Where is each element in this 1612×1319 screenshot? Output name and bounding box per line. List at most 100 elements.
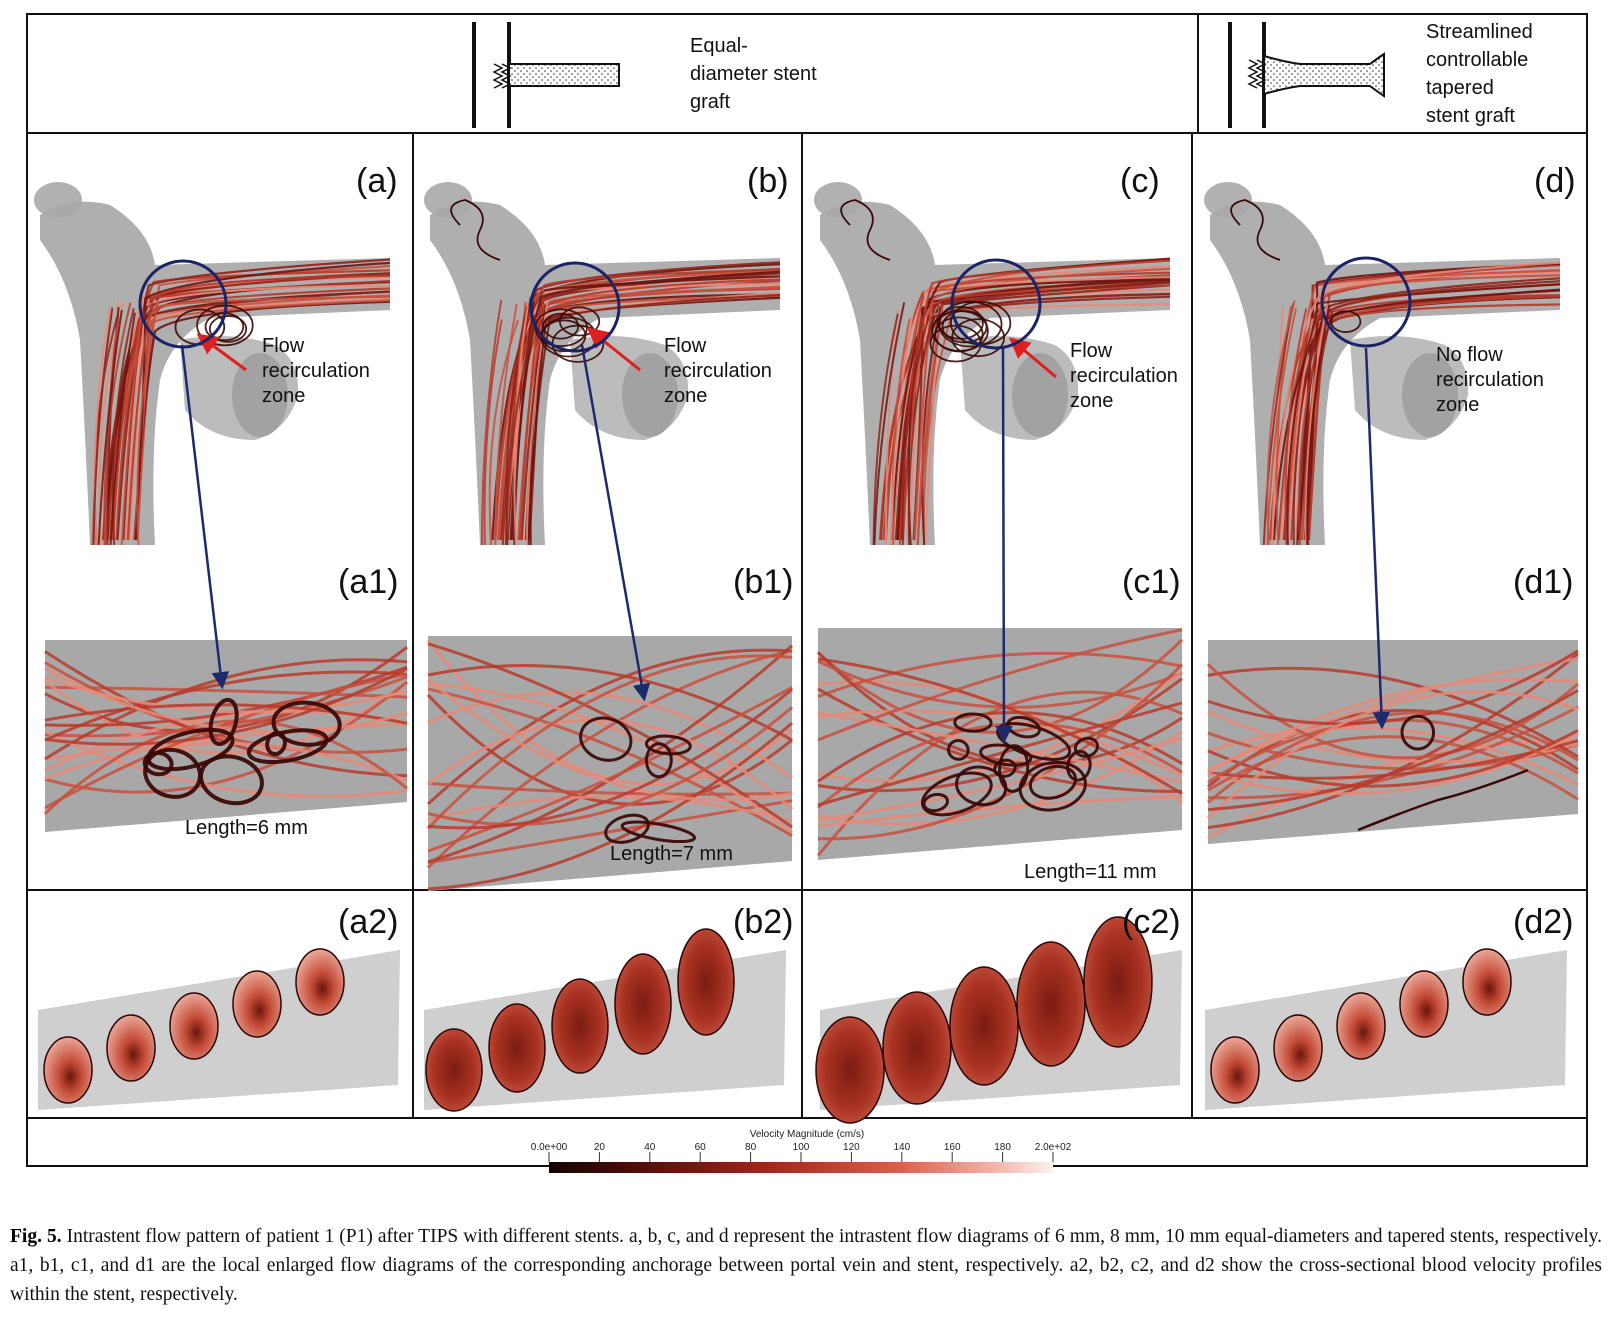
velocity-cross-section [1210,1036,1260,1104]
panel-label-d: (d) [1534,162,1576,200]
streamline [872,313,899,546]
streamline [889,316,914,546]
panel-label-b1: (b1) [733,563,793,601]
velocity-cross-section [614,953,672,1055]
caption-label: Fig. 5. [10,1226,62,1247]
panel-labels: (a) (b) (c) (d) (a1) (b1) (c1) (d1) (a2)… [338,162,1576,941]
streamline [427,686,793,853]
recirculation-streamline [620,820,697,844]
velocity-colorbar: Velocity Magnitude (cm/s) 0.0e+00 20 40 60 8… [531,1129,1072,1173]
streamline [44,661,408,754]
streamline [1207,725,1579,787]
streamline [1266,307,1297,546]
zoom-panel [43,640,408,832]
recirculation-streamline [604,813,650,844]
panel-label-a2: (a2) [338,903,398,941]
streamline [882,265,1171,541]
portal-branch-end [1012,353,1068,437]
panel-label-b: (b) [747,162,789,200]
colorbar-tick-label: 80 [745,1142,757,1153]
streamline [1286,314,1318,546]
panel-label-d2: (d2) [1513,903,1573,941]
streamline [1206,690,1579,820]
annotation-b: Flow recirculation zone [664,335,772,407]
velocity-cross-section [677,928,735,1036]
streamline [427,718,794,811]
recirculation-streamline [931,310,989,352]
tapered-stent-line-2: controllable [1426,49,1528,71]
colorbar-title: Velocity Magnitude (cm/s) [750,1129,865,1140]
streamline [105,287,391,541]
streamline [518,278,781,541]
streamline [109,312,136,546]
streamline [450,199,501,261]
recirculation-streamline [146,727,235,772]
streamline [126,274,391,541]
cross-section-panel [424,928,786,1112]
zoom-panel [426,636,794,891]
streamline [912,281,1171,541]
recirculation-streamline [920,771,993,817]
annotation-b-line-3: zone [664,385,707,407]
streamline [494,268,781,541]
panel-label-b2: (b2) [733,903,793,941]
tapered-stent-line-3: tapered [1426,77,1494,99]
streamline [134,261,391,541]
colorbar-tick-label: 180 [994,1142,1011,1153]
colorbar-tick-label: 0.0e+00 [531,1142,568,1153]
streamline [1269,294,1561,541]
velocity-cross-section [232,970,282,1038]
colorbar-tick-label: 100 [793,1142,810,1153]
streamline [97,309,123,546]
streamline [136,300,160,546]
streamline [1285,274,1561,541]
velocity-cross-section [882,991,952,1105]
stent-channel [1205,950,1567,1110]
panel-label-c: (c) [1120,162,1160,200]
cross-section-panel [1205,948,1567,1110]
streamline [884,309,899,546]
streamline [1207,649,1579,726]
equal-stent-line-1: Equal- [690,35,748,57]
panel-label-d1: (d1) [1513,563,1573,601]
streamline [491,275,781,541]
velocity-cross-section [1336,992,1386,1060]
streamline [817,795,1183,828]
recirculation-streamline [998,744,1030,793]
velocity-cross-section [551,978,609,1074]
vessel-panel [34,182,391,546]
recirculation-streamline [271,700,342,747]
portal-branch-end [622,353,678,437]
velocity-cross-section [295,948,345,1016]
streamline [922,313,953,546]
streamline [817,737,1183,822]
streamline [43,719,408,815]
streamline [44,667,408,734]
annotation-b-line-2: recirculation [664,360,772,382]
tapered-stent-line-4: stent graft [1426,105,1515,127]
streamline [816,690,1183,857]
velocity-cross-section [815,1016,885,1124]
streamline [1207,657,1579,772]
annotation-a-line-3: zone [262,385,305,407]
equal-stent-line-2: diameter stent [690,63,817,85]
colorbar-tick-label: 160 [944,1142,961,1153]
highlight-circle-d [1320,256,1412,348]
streamline [1304,303,1329,546]
velocity-cross-section [169,992,219,1060]
streamline [426,654,793,830]
streamline [427,688,793,830]
streamline [873,302,906,546]
vessel-panel [814,182,1171,546]
streamline [1207,666,1579,758]
streamline [44,672,408,810]
cross-section-panels [38,916,1567,1124]
streamline [901,314,931,546]
streamline [504,317,536,546]
streamline [1357,768,1529,832]
velocity-cross-section [106,1014,156,1082]
annotation-c: Flow recirculation zone [1070,340,1178,412]
annotation-d-line-1: No flow [1436,344,1503,366]
streamline [1230,199,1281,261]
zoom-arrow-b [580,344,651,702]
